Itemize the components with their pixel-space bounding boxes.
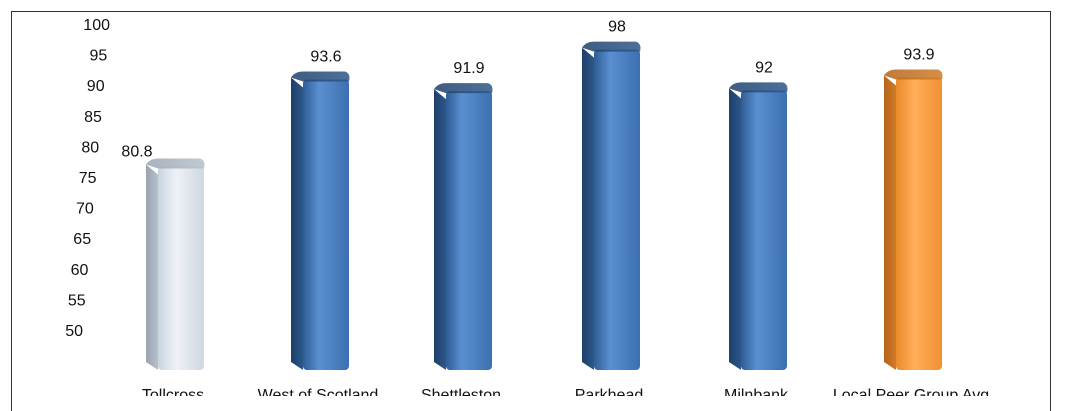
bar-side-face [582,47,594,370]
x-axis-labels: Tollcross West of Scotland Shettleston Park… [142,387,989,396]
y-tick-label: 85 [84,109,102,126]
bar-side-face [729,88,741,371]
bar [434,83,493,370]
y-tick-label: 55 [68,292,86,309]
y-tick-label: 100 [83,17,110,34]
y-tick-label: 90 [87,78,105,95]
x-category-label: Tollcross [142,387,204,396]
bars [146,41,943,371]
y-tick-label: 50 [65,323,83,340]
bar-front-face [158,166,204,370]
bar [582,41,641,370]
bar-front-face [741,90,787,371]
x-category-label: Shettleston [421,387,501,396]
y-tick-label: 80 [81,139,99,156]
bar [146,158,205,370]
x-category-label: Parkhead [575,387,644,396]
bar-chart: 100 95 90 85 80 75 70 65 60 55 50 80.8 93.6 91.9 98 92… [65,17,989,396]
y-axis-ticks: 100 95 90 85 80 75 70 65 60 55 50 [65,17,110,340]
bar-top-face [582,41,641,52]
bar-top-face [729,82,788,93]
bar-front-face [594,49,640,370]
bar-side-face [291,77,303,371]
data-labels: 80.8 93.6 91.9 98 92 93.9 [121,19,934,161]
bar-top-face [434,83,493,94]
bar-side-face [434,89,446,370]
bar [729,82,788,371]
bar [884,69,943,370]
bar-top-face [291,71,350,82]
x-category-label: West of Scotland [258,387,379,396]
bar-top-face [884,69,943,80]
data-label: 93.9 [903,46,934,63]
x-category-label: Local Peer Group Avg [833,387,989,396]
data-label: 80.8 [121,144,152,161]
bar-front-face [446,91,492,370]
bar [291,71,350,371]
data-label: 92 [755,59,773,76]
y-tick-label: 75 [79,170,97,187]
data-label: 91.9 [453,60,484,77]
x-category-label: Milnbank [724,387,789,396]
chart-frame [11,11,1051,411]
data-label: 93.6 [310,49,341,66]
bar-top-face [146,158,205,169]
y-tick-label: 70 [76,201,94,218]
bar-front-face [303,79,349,371]
data-label: 98 [608,19,626,36]
bar-side-face [884,75,896,370]
bar-side-face [146,164,158,370]
y-tick-label: 60 [71,262,89,279]
bar-front-face [896,77,942,370]
y-tick-label: 95 [90,48,108,65]
y-tick-label: 65 [73,231,91,248]
